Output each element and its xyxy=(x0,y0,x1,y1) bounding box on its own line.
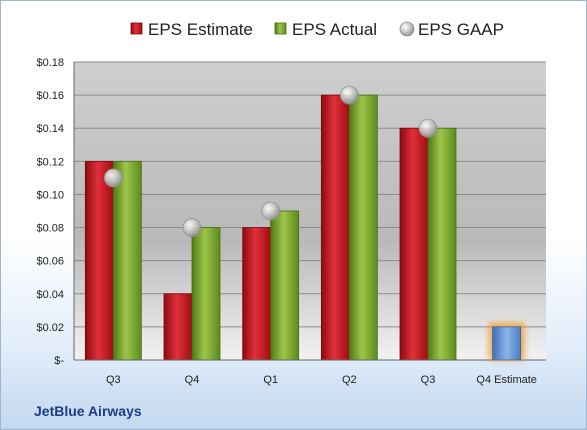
eps-gaap-marker xyxy=(261,201,281,221)
y-tick-label: $0.12 xyxy=(36,156,64,168)
legend-swatch xyxy=(130,22,143,35)
x-tick-label: Q4 Estimate xyxy=(476,374,537,386)
y-tick-label: $0.02 xyxy=(36,322,64,334)
y-tick-label: $0.14 xyxy=(36,123,64,135)
eps-gaap-marker xyxy=(103,168,123,188)
eps-estimate-bar xyxy=(399,127,429,361)
eps-gaap-marker xyxy=(182,218,202,237)
eps-actual-bar xyxy=(191,227,221,361)
eps-actual-bar xyxy=(270,210,300,361)
y-tick-label: $0.06 xyxy=(36,256,64,268)
eps-estimate-bar xyxy=(320,94,350,361)
eps-actual-bar xyxy=(427,127,457,361)
eps-gaap-marker xyxy=(339,85,359,105)
legend-label: EPS GAAP xyxy=(418,20,504,39)
plot-area xyxy=(74,62,546,360)
x-tick-label: Q3 xyxy=(421,374,436,386)
x-tick-label: Q4 xyxy=(185,374,200,386)
eps-forecast-bar xyxy=(492,326,522,361)
y-tick-label: $- xyxy=(54,355,64,367)
eps-actual-bar xyxy=(348,94,378,361)
eps-estimate-bar xyxy=(163,293,193,361)
x-tick-label: Q3 xyxy=(106,374,121,386)
gridlines xyxy=(74,61,546,361)
eps-gaap-marker xyxy=(418,118,438,138)
gaap-markers xyxy=(103,85,438,237)
company-name: JetBlue Airways xyxy=(34,403,142,419)
y-tick-label: $0.10 xyxy=(36,189,64,201)
x-tick-label: Q2 xyxy=(342,374,357,386)
y-axis: $- $0.02 $0.04 $0.06 $0.08 $0.10 $0.12 $0.14 $0.… xyxy=(36,57,75,367)
legend-swatch xyxy=(274,22,287,35)
x-tick-label: Q1 xyxy=(263,374,278,386)
bars xyxy=(84,94,525,361)
eps-actual-bar xyxy=(112,160,142,361)
y-tick-label: $0.04 xyxy=(36,289,64,301)
x-axis: Q3 Q4 Q1 Q2 Q3 Q4 Estimate xyxy=(74,359,546,386)
y-tick-label: $0.08 xyxy=(36,223,64,235)
y-tick-label: $0.18 xyxy=(36,57,64,69)
legend-label: EPS Estimate xyxy=(148,20,253,39)
y-tick-label: $0.16 xyxy=(36,90,64,102)
eps-estimate-bar xyxy=(84,160,114,361)
legend-swatch xyxy=(399,21,415,37)
legend: EPS Estimate EPS Actual EPS GAAP xyxy=(130,20,504,39)
legend-label: EPS Actual xyxy=(292,20,377,39)
eps-estimate-bar xyxy=(242,227,272,361)
